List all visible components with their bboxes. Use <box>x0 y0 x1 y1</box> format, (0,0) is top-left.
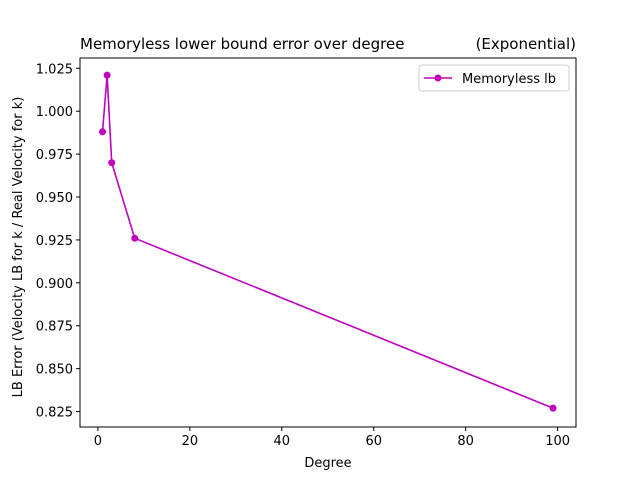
x-tick-label: 20 <box>182 434 199 449</box>
x-tick-label: 40 <box>274 434 291 449</box>
y-tick-label: 0.825 <box>36 406 73 421</box>
plot-area: 0 20 40 60 80 100 0.825 0.850 0.875 0.900 0.925 0.9… <box>36 57 577 449</box>
x-tick-label: 80 <box>457 434 474 449</box>
chart-title: Memoryless lower bound error over degree <box>80 35 404 53</box>
legend-box <box>418 64 570 92</box>
y-tick-label: 0.950 <box>36 191 73 206</box>
y-tick-label: 0.975 <box>36 148 73 163</box>
x-tick-label: 60 <box>365 434 382 449</box>
y-tick-label: 0.900 <box>36 277 73 292</box>
x-axis-label: Degree <box>304 456 351 471</box>
x-tick-label: 100 <box>545 434 570 449</box>
legend-label: Memoryless lb <box>462 72 556 87</box>
data-point <box>103 71 111 79</box>
data-point <box>549 404 557 412</box>
y-tick-label: 1.025 <box>36 62 73 77</box>
data-point <box>108 159 116 167</box>
legend: Memoryless lb <box>418 64 570 92</box>
x-tick-label: 0 <box>94 434 102 449</box>
chart-subtitle: (Exponential) <box>476 35 576 53</box>
y-axis-label: LB Error (Velocity LB for k / Real Veloc… <box>11 97 26 398</box>
y-tick-label: 0.875 <box>36 320 73 335</box>
data-point <box>99 128 107 136</box>
data-point <box>131 234 139 242</box>
y-tick-label: 1.000 <box>36 105 73 120</box>
y-tick-label: 0.850 <box>36 363 73 378</box>
legend-marker <box>434 74 442 82</box>
y-tick-label: 0.925 <box>36 234 73 249</box>
axes-frame <box>79 57 577 428</box>
